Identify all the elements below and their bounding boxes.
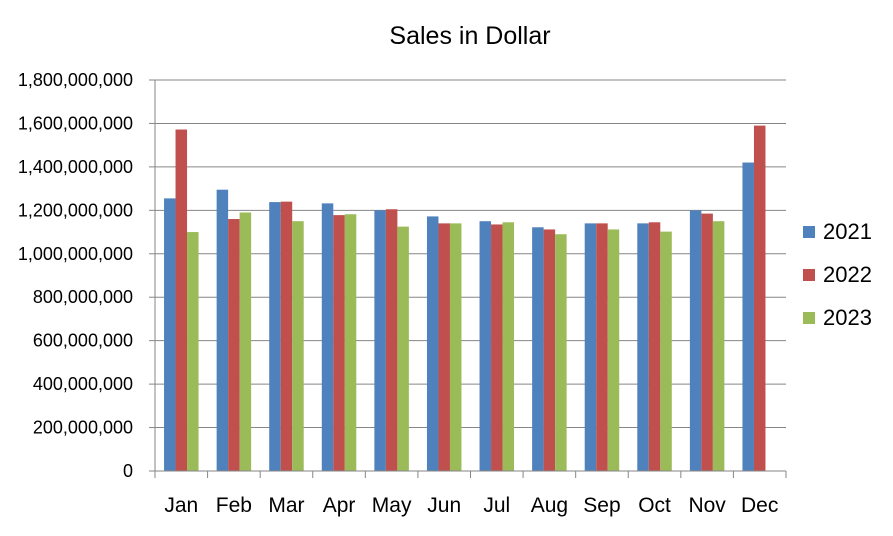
bar xyxy=(292,221,304,471)
y-tick-label: 1,000,000,000 xyxy=(18,244,133,264)
legend-item: 2022 xyxy=(803,253,872,296)
bar xyxy=(385,209,398,471)
bar xyxy=(712,221,725,471)
legend-swatch xyxy=(803,311,815,324)
bar xyxy=(269,202,281,471)
bar xyxy=(175,129,188,471)
bar xyxy=(596,223,608,471)
legend-item: 2023 xyxy=(803,296,872,339)
bar xyxy=(584,223,597,471)
y-tick-label: 200,000,000 xyxy=(33,418,133,438)
bar xyxy=(449,223,462,471)
bar xyxy=(753,125,766,471)
x-tick-label: Dec xyxy=(741,494,778,517)
bar xyxy=(397,226,409,471)
x-tick-label: Feb xyxy=(216,494,252,517)
y-tick-label: 1,600,000,000 xyxy=(18,113,133,133)
x-tick-label: Jan xyxy=(164,494,198,517)
bar xyxy=(280,201,293,471)
legend-swatch xyxy=(803,225,815,238)
x-tick-label: Apr xyxy=(323,494,356,517)
y-tick-label: 800,000,000 xyxy=(33,287,133,307)
bar xyxy=(660,231,672,471)
y-tick-label: 600,000,000 xyxy=(33,331,133,351)
bar xyxy=(502,222,515,471)
bar xyxy=(344,214,357,471)
bar xyxy=(637,223,649,471)
y-tick-label: 0 xyxy=(123,461,133,481)
bar xyxy=(228,219,240,471)
bar xyxy=(555,234,567,471)
bar xyxy=(187,232,199,471)
x-tick-label: Jul xyxy=(483,494,510,517)
bar xyxy=(333,215,345,471)
bar xyxy=(543,229,556,471)
bar xyxy=(479,221,492,471)
bar xyxy=(607,229,620,471)
x-tick-label: Oct xyxy=(638,494,671,517)
bar xyxy=(239,212,252,471)
bar xyxy=(374,210,386,472)
bar xyxy=(701,213,713,471)
bar xyxy=(426,216,439,471)
bar xyxy=(321,203,334,472)
legend-label: 2021 xyxy=(823,218,872,244)
x-tick-label: Mar xyxy=(268,494,304,517)
legend-item: 2021 xyxy=(803,210,872,253)
y-tick-label: 400,000,000 xyxy=(33,374,133,394)
y-tick-label: 1,200,000,000 xyxy=(18,200,133,220)
bar xyxy=(532,227,544,471)
x-tick-label: Nov xyxy=(688,494,726,517)
x-tick-label: Sep xyxy=(583,494,620,517)
legend-label: 2022 xyxy=(823,261,872,287)
bar xyxy=(491,224,503,471)
y-tick-label: 1,800,000,000 xyxy=(18,70,133,90)
y-tick-label: 1,400,000,000 xyxy=(18,157,133,177)
bar xyxy=(742,162,754,472)
chart-title: Sales in Dollar xyxy=(389,22,551,50)
legend-label: 2023 xyxy=(823,304,872,330)
x-tick-label: Aug xyxy=(531,494,568,517)
legend-swatch xyxy=(803,268,815,281)
legend: 2021 2022 2023 xyxy=(803,210,872,339)
bar xyxy=(689,210,702,472)
bar xyxy=(216,189,229,472)
bar xyxy=(164,198,176,471)
bar xyxy=(648,222,661,471)
x-tick-label: May xyxy=(372,494,412,517)
bar xyxy=(438,223,450,471)
x-tick-label: Jun xyxy=(427,494,461,517)
